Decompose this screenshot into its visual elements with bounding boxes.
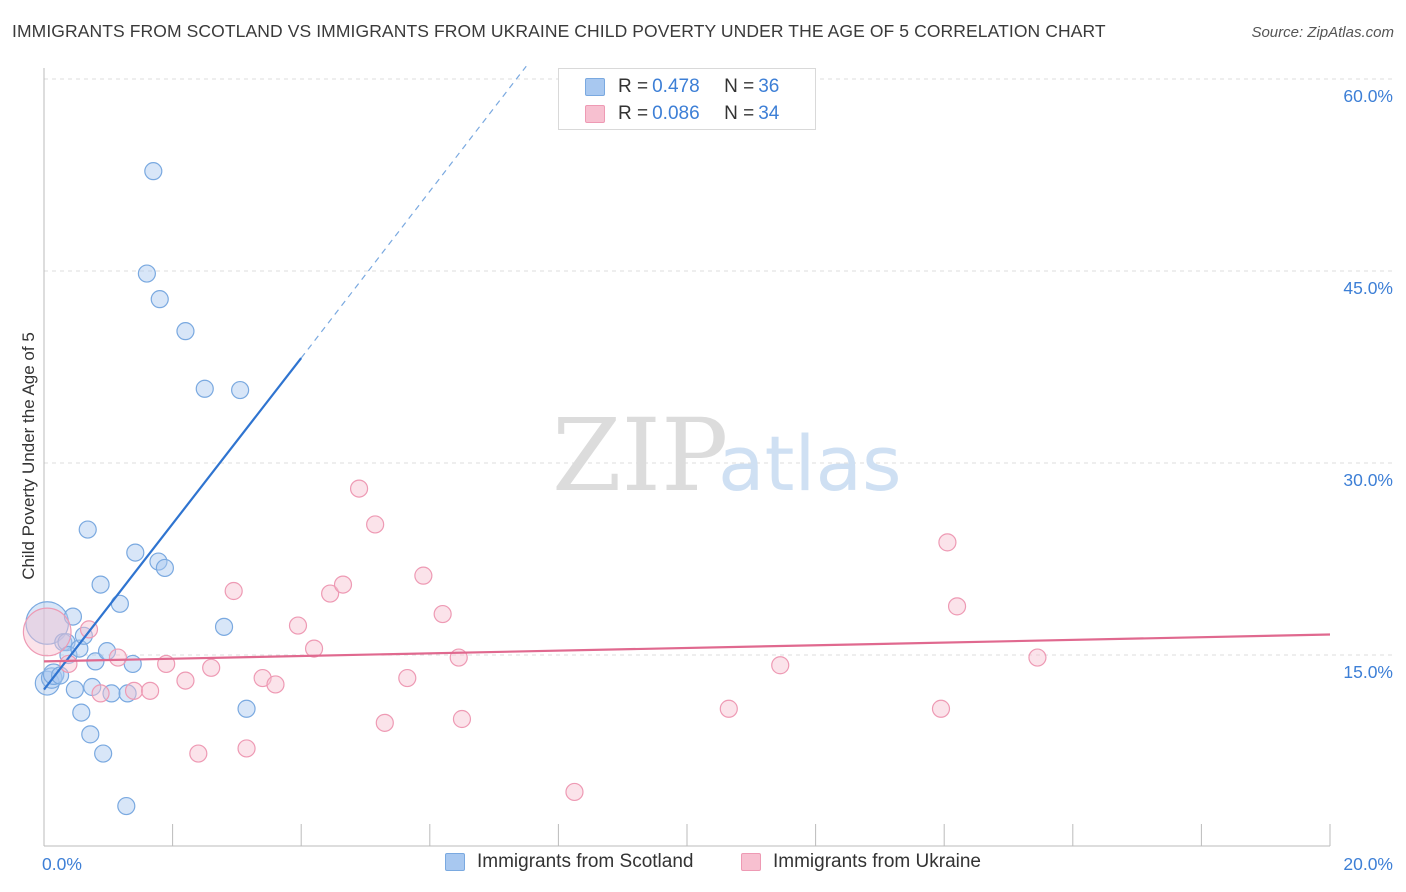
data-point-scotland[interactable] [117, 796, 136, 816]
data-point-ukraine[interactable] [414, 566, 433, 585]
data-point-ukraine[interactable] [140, 681, 160, 700]
data-point-scotland[interactable] [150, 290, 169, 309]
data-point-scotland[interactable] [25, 601, 70, 645]
legend-item-ukraine[interactable]: Immigrants from Ukraine [741, 851, 981, 873]
data-point-ukraine[interactable] [237, 739, 256, 758]
data-point-scotland[interactable] [137, 264, 156, 283]
grid-lines [44, 78, 1394, 656]
legend-item-scotland[interactable]: Immigrants from Scotland [445, 851, 693, 873]
watermark-atlas: atlas [718, 419, 902, 508]
data-point-ukraine[interactable] [452, 709, 472, 729]
series-ukraine-points [22, 479, 1047, 802]
data-point-ukraine[interactable] [189, 744, 208, 763]
legend-row-scotland: R = 0.478 N = 36 [585, 75, 779, 99]
legend-r-label: R = [618, 76, 649, 97]
data-point-ukraine[interactable] [938, 533, 957, 552]
data-point-ukraine[interactable] [1028, 648, 1047, 667]
legend-swatch-ukraine [585, 105, 605, 123]
data-point-ukraine[interactable] [771, 656, 790, 675]
data-point-ukraine[interactable] [719, 699, 738, 718]
y-tick-label: 30.0% [1343, 470, 1393, 490]
series-scotland-points [25, 162, 256, 816]
data-point-scotland[interactable] [176, 322, 195, 341]
data-point-ukraine[interactable] [947, 597, 967, 616]
legend-n-label: N = [724, 76, 755, 97]
data-point-ukraine[interactable] [22, 607, 72, 657]
data-point-scotland[interactable] [65, 680, 84, 699]
data-point-ukraine[interactable] [266, 675, 285, 694]
data-point-ukraine[interactable] [321, 584, 340, 603]
data-point-ukraine[interactable] [433, 604, 452, 624]
legend-label-scotland: Immigrants from Scotland [477, 851, 694, 872]
legend-swatch-ukraine [741, 853, 761, 871]
trendline-scotland-extension [300, 65, 527, 359]
data-point-ukraine[interactable] [91, 684, 110, 703]
y-tick-label: 45.0% [1343, 278, 1393, 298]
data-point-ukraine[interactable] [304, 639, 324, 658]
data-point-scotland[interactable] [72, 703, 91, 722]
y-axis-label: Child Poverty Under the Age of 5 [19, 332, 38, 580]
trend-lines [43, 65, 1331, 691]
data-point-scotland[interactable] [94, 744, 113, 763]
data-point-ukraine[interactable] [124, 681, 144, 700]
series-legend: Immigrants from Scotland Immigrants from… [0, 851, 1406, 877]
data-point-scotland[interactable] [231, 380, 250, 400]
legend-swatch-scotland [585, 78, 605, 96]
tick-labels: 15.0% 30.0% 45.0% 60.0% 0.0% 20.0% [42, 86, 1393, 874]
legend-r-value: 0.478 [652, 76, 700, 97]
data-point-ukraine[interactable] [108, 648, 128, 667]
data-point-scotland[interactable] [91, 575, 110, 594]
data-point-scotland[interactable] [214, 617, 234, 636]
data-point-ukraine[interactable] [333, 575, 353, 594]
x-tick-label: 0.0% [42, 854, 82, 874]
data-point-scotland[interactable] [81, 725, 100, 744]
data-point-scotland[interactable] [155, 558, 174, 578]
legend-r-value: 0.086 [652, 103, 700, 124]
data-point-scotland[interactable] [237, 699, 256, 718]
axes [43, 68, 1331, 847]
data-point-scotland[interactable] [126, 543, 145, 562]
legend-swatch-scotland [445, 853, 465, 871]
x-tick-label: 20.0% [1343, 854, 1393, 874]
trendline-scotland [43, 357, 303, 691]
data-point-ukraine[interactable] [375, 713, 394, 732]
data-point-ukraine[interactable] [349, 479, 369, 498]
legend-n-value: 36 [758, 76, 780, 97]
legend-label-ukraine: Immigrants from Ukraine [773, 851, 981, 872]
watermark-zip: ZIP [552, 397, 728, 514]
legend-r-label: R = [618, 103, 649, 124]
data-point-ukraine[interactable] [202, 658, 221, 677]
data-point-scotland[interactable] [195, 379, 214, 398]
y-tick-label: 15.0% [1343, 662, 1393, 682]
data-point-ukraine[interactable] [224, 581, 243, 601]
data-point-ukraine[interactable] [288, 616, 308, 635]
legend-row-ukraine: R = 0.086 N = 34 [585, 102, 779, 126]
data-point-ukraine[interactable] [176, 671, 195, 690]
trendline-ukraine [43, 633, 1331, 663]
legend-n-label: N = [724, 103, 755, 124]
data-point-ukraine[interactable] [366, 515, 385, 534]
data-point-scotland[interactable] [78, 520, 97, 539]
source-credit: Source: ZipAtlas.com [1251, 24, 1394, 41]
data-point-ukraine[interactable] [565, 782, 584, 802]
chart-title: IMMIGRANTS FROM SCOTLAND VS IMMIGRANTS F… [12, 21, 1106, 41]
watermark: ZIP atlas [552, 397, 902, 514]
correlation-legend: R = 0.478 N = 36 R = 0.086 N = 34 [558, 68, 816, 130]
data-point-ukraine[interactable] [398, 668, 417, 688]
y-tick-label: 60.0% [1343, 86, 1393, 106]
data-point-ukraine[interactable] [931, 699, 951, 718]
legend-n-value: 34 [758, 103, 780, 124]
data-point-scotland[interactable] [144, 162, 163, 181]
